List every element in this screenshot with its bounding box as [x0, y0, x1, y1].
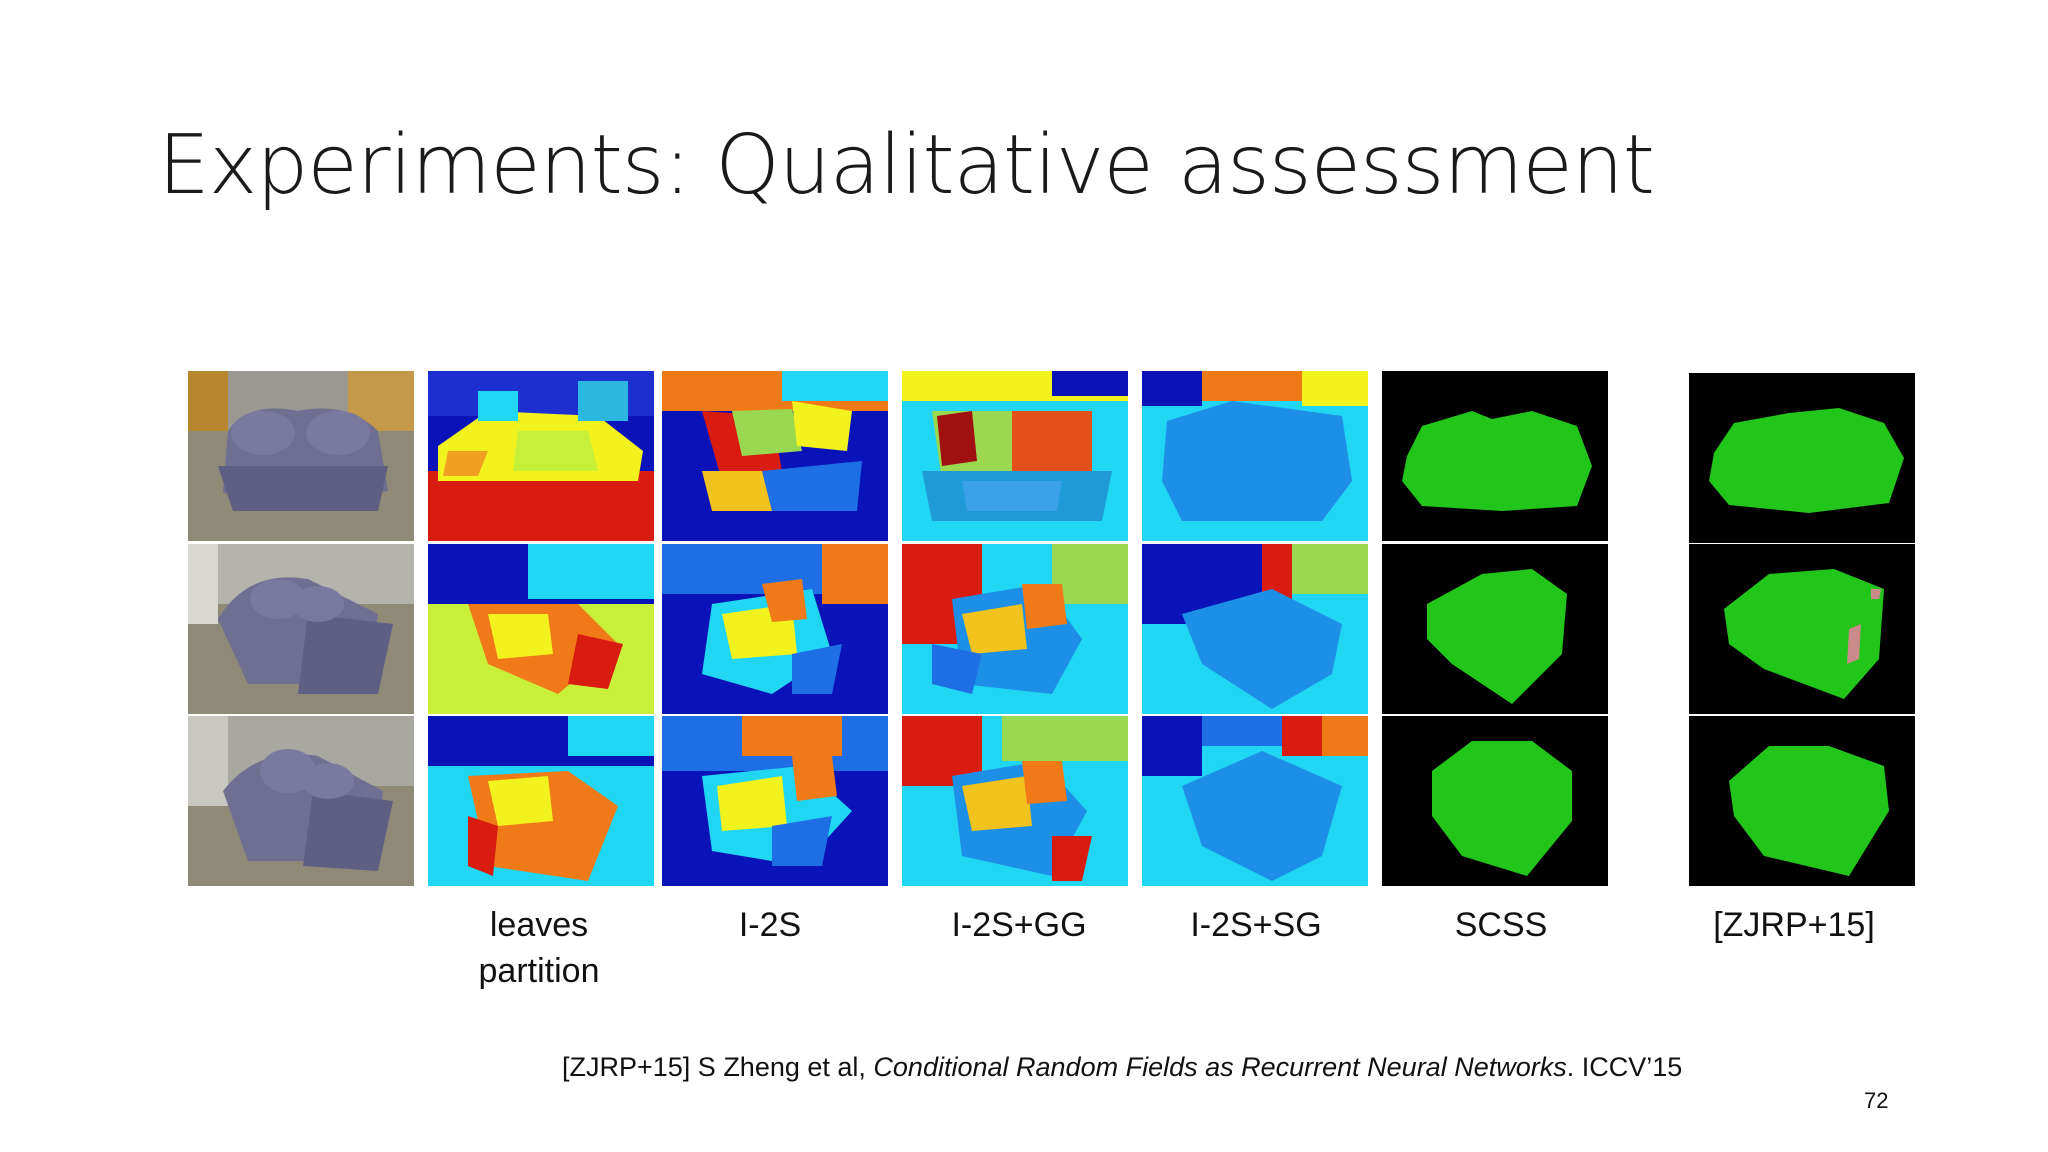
i2sgg-map — [902, 371, 1128, 541]
sofa-photo — [188, 716, 414, 886]
col-label-leaves-line1: leaves — [489, 906, 589, 944]
leaves-partition-map — [428, 716, 654, 886]
i2s-row2 — [662, 544, 888, 714]
scss-row1 — [1382, 371, 1608, 541]
photo-row2 — [188, 544, 414, 714]
leaves-row2 — [428, 544, 654, 714]
citation: [ZJRP+15] S Zheng et al, Conditional Ran… — [562, 1052, 1682, 1083]
i2s-map — [662, 716, 888, 886]
col-label-zjrp: [ZJRP+15] — [1713, 906, 1875, 944]
photo-row1 — [188, 371, 414, 541]
col-label-i2sgg: I-2S+GG — [951, 906, 1087, 944]
citation-suffix: . ICCV’15 — [1566, 1052, 1683, 1082]
scss-row2 — [1382, 544, 1608, 714]
col-label-i2s: I-2S — [738, 906, 802, 944]
i2sgg-map — [902, 716, 1128, 886]
leaves-partition-map — [428, 371, 654, 541]
page-number: 72 — [1864, 1088, 1889, 1113]
zjrp-mask — [1689, 373, 1915, 543]
slide-title: Experiments: Qualitative assessment — [158, 118, 1655, 213]
zjrp-row3 — [1689, 716, 1915, 886]
scss-mask — [1382, 371, 1608, 541]
i2ssg-row3 — [1142, 716, 1368, 886]
scss-row3 — [1382, 716, 1608, 886]
zjrp-row1 — [1689, 373, 1915, 543]
i2ssg-row1 — [1142, 371, 1368, 541]
i2sgg-map — [902, 544, 1128, 714]
col-label-leaves: leaves partition — [419, 902, 659, 994]
i2ssg-map — [1142, 544, 1368, 714]
zjrp-row2 — [1689, 544, 1915, 714]
i2ssg-map — [1142, 371, 1368, 541]
citation-title: Conditional Random Fields as Recurrent N… — [873, 1052, 1567, 1082]
leaves-row1 — [428, 371, 654, 541]
leaves-partition-map — [428, 544, 654, 714]
i2s-row3 — [662, 716, 888, 886]
sofa-photo — [188, 371, 414, 541]
i2sgg-row2 — [902, 544, 1128, 714]
i2ssg-row2 — [1142, 544, 1368, 714]
col-label-scss: SCSS — [1454, 906, 1548, 944]
zjrp-mask — [1689, 716, 1915, 886]
i2s-map — [662, 371, 888, 541]
col-label-i2ssg: I-2S+SG — [1190, 906, 1322, 944]
i2s-map — [662, 544, 888, 714]
i2ssg-map — [1142, 716, 1368, 886]
col-label-leaves-line2: partition — [478, 952, 600, 990]
i2sgg-row3 — [902, 716, 1128, 886]
zjrp-mask — [1689, 544, 1915, 714]
i2s-row1 — [662, 371, 888, 541]
scss-mask — [1382, 544, 1608, 714]
i2sgg-row1 — [902, 371, 1128, 541]
scss-mask — [1382, 716, 1608, 886]
sofa-photo — [188, 544, 414, 714]
citation-prefix: [ZJRP+15] S Zheng et al, — [562, 1052, 874, 1082]
photo-row3 — [188, 716, 414, 886]
leaves-row3 — [428, 716, 654, 886]
